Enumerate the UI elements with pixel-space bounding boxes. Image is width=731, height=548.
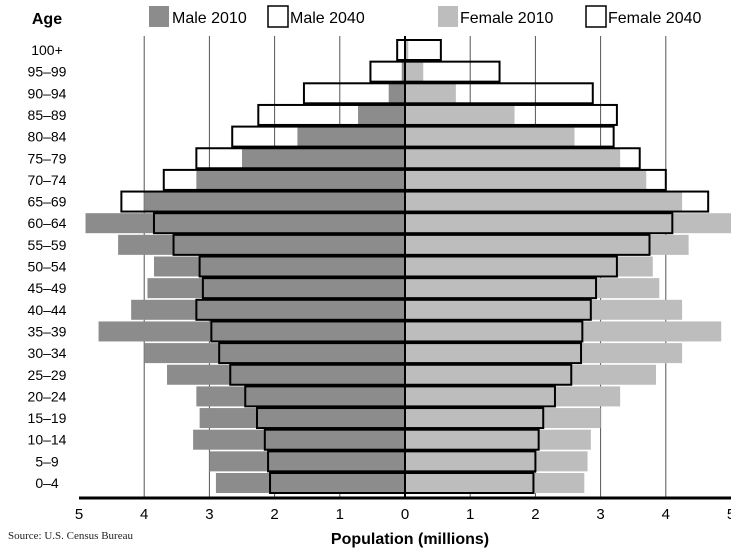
age-label: 25–29	[28, 367, 67, 383]
bar-female-2010	[405, 429, 591, 450]
bar-female-2010	[405, 321, 722, 342]
bar-female-2010	[405, 83, 456, 104]
bar-female-2010	[405, 343, 683, 364]
age-label: 65–69	[28, 194, 67, 210]
x-tick-label: 3	[596, 506, 604, 523]
bar-male-2010	[297, 126, 405, 147]
bar-male-2010	[388, 83, 405, 104]
source-note: Source: U.S. Census Bureau	[8, 530, 133, 542]
bar-male-2010	[215, 473, 405, 493]
bar-female-2010	[405, 169, 647, 190]
bar-female-2010	[405, 364, 657, 385]
age-label: 95–99	[28, 64, 67, 80]
x-tick-label: 5	[727, 506, 731, 523]
bar-male-2010	[131, 299, 405, 320]
age-label: 10–14	[28, 432, 67, 448]
legend-swatch	[585, 5, 607, 28]
bar-male-2010	[153, 256, 405, 277]
bar-female-2010	[405, 191, 683, 212]
legend-label: Male 2010	[172, 10, 247, 27]
legend-label: Female 2010	[460, 10, 553, 27]
age-label: 55–59	[28, 237, 67, 253]
x-axis-title: Population (millions)	[331, 531, 489, 548]
bars	[85, 36, 731, 497]
bar-male-2010	[144, 343, 405, 364]
bar-female-2010	[405, 473, 585, 493]
age-label: 70–74	[28, 172, 67, 188]
bar-male-2010	[199, 408, 405, 429]
age-label: 0–4	[35, 475, 59, 491]
bar-female-2010	[405, 126, 575, 147]
bar-male-2010	[196, 169, 405, 190]
age-label: 35–39	[28, 323, 67, 339]
x-tick-label: 0	[401, 506, 409, 523]
bar-male-2040	[396, 39, 406, 61]
bar-female-2010	[405, 61, 424, 82]
bar-male-2010	[401, 61, 405, 82]
age-label: 90–94	[28, 85, 67, 101]
age-label: 85–89	[28, 107, 67, 123]
age-label: 100+	[31, 42, 63, 58]
legend-label: Male 2040	[290, 10, 365, 27]
bar-female-2010	[405, 104, 515, 125]
bar-male-2010	[242, 148, 405, 169]
bar-male-2010	[167, 364, 405, 385]
x-tick-label: 2	[531, 506, 539, 523]
age-label: 5–9	[35, 453, 59, 469]
x-tick-label: 1	[336, 506, 344, 523]
bar-male-2010	[358, 104, 405, 125]
bar-female-2010	[405, 278, 660, 299]
age-label: 15–19	[28, 410, 67, 426]
age-label: 45–49	[28, 280, 67, 296]
bar-male-2010	[118, 234, 406, 255]
x-tick-label: 5	[75, 506, 83, 523]
x-tick-label: 1	[466, 506, 474, 523]
age-label: 75–79	[28, 150, 67, 166]
bar-male-2040	[369, 60, 406, 83]
legend-swatch	[149, 6, 169, 27]
legend-swatch	[267, 5, 289, 28]
age-labels: 0–4 5–9 10–14 15–19 20–24 25–29 30–34 35–39 40–4…	[28, 42, 67, 491]
x-tick-label: 4	[662, 506, 670, 523]
bar-male-2010	[196, 386, 405, 407]
bar-female-2040	[404, 39, 442, 61]
x-tick-label: 3	[205, 506, 213, 523]
bar-female-2010	[405, 386, 621, 407]
bar-female-2010	[405, 256, 653, 277]
bar-female-2010	[405, 408, 601, 429]
y-axis-title: Age	[32, 11, 62, 28]
legend: Male 2010 Male 2040 Female 2010 Female 2040	[149, 5, 701, 28]
bar-male-2010	[193, 429, 405, 450]
bar-female-2010	[405, 451, 588, 472]
bar-female-2010	[405, 234, 689, 255]
age-label: 80–84	[28, 129, 67, 145]
legend-label: Female 2040	[608, 10, 701, 27]
age-label: 60–64	[28, 215, 67, 231]
age-label: 40–44	[28, 302, 67, 318]
age-label: 30–34	[28, 345, 67, 361]
bar-female-2010	[405, 148, 621, 169]
age-label: 50–54	[28, 259, 67, 275]
age-label: 20–24	[28, 388, 67, 404]
bar-female-2010	[405, 40, 409, 60]
bar-male-2010	[144, 191, 405, 212]
x-tick-label: 4	[140, 506, 148, 523]
bar-female-2010	[405, 213, 731, 234]
x-axis: 5 4 3 2 1 0 1 2 3 4 5	[75, 496, 731, 523]
bar-female-2010	[405, 299, 683, 320]
bar-male-2010	[209, 451, 405, 472]
bar-male-2010	[147, 278, 405, 299]
x-tick-label: 2	[270, 506, 278, 523]
bar-male-2010	[85, 213, 406, 234]
bar-male-2010	[98, 321, 405, 342]
legend-swatch	[438, 6, 458, 27]
